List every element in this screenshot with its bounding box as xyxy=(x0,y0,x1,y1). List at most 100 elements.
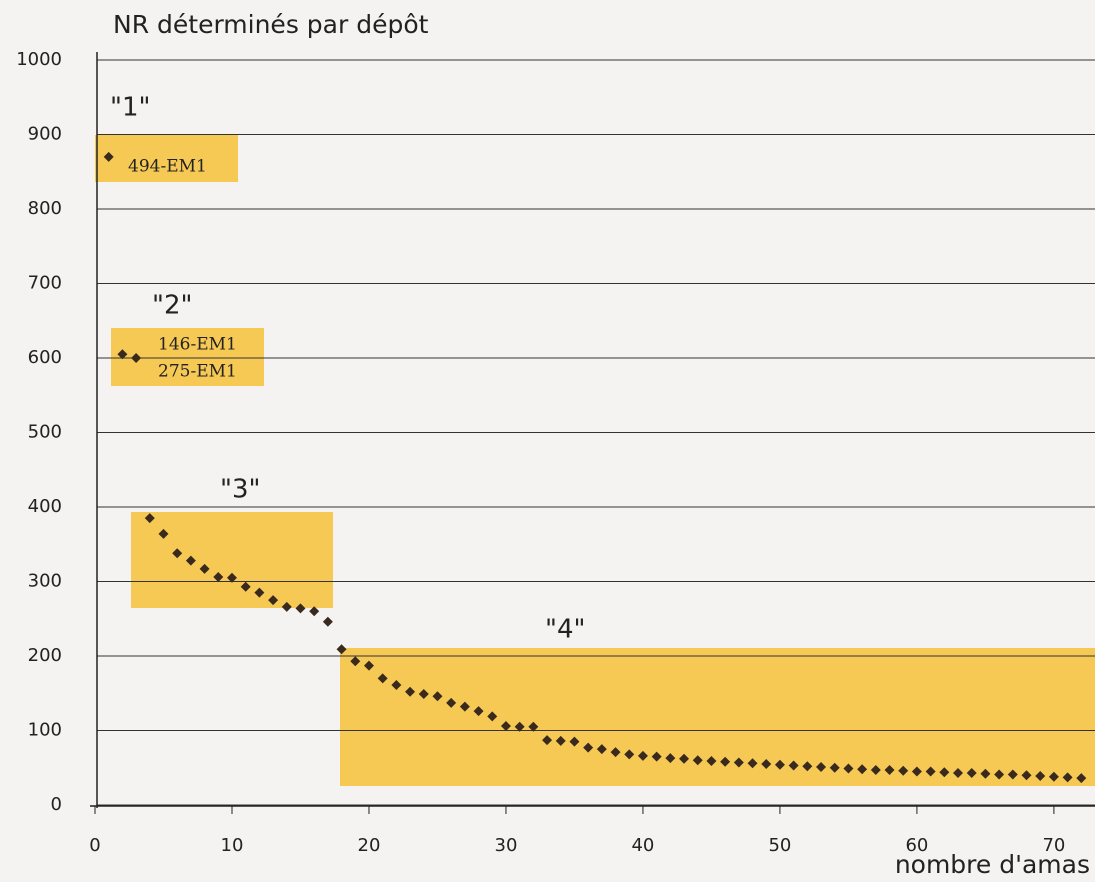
y-tick-label: 100 xyxy=(28,720,62,741)
group-label: "4" xyxy=(545,615,585,645)
point xyxy=(363,660,374,671)
point xyxy=(1062,772,1073,783)
point xyxy=(966,767,977,778)
point xyxy=(377,673,388,684)
point xyxy=(733,757,744,768)
point xyxy=(103,151,114,162)
point xyxy=(925,766,936,777)
point xyxy=(747,758,758,769)
y-tick-label: 800 xyxy=(28,198,62,219)
point xyxy=(802,761,813,772)
y-tick-label: 900 xyxy=(28,124,62,145)
point xyxy=(939,767,950,778)
point xyxy=(281,601,292,612)
point xyxy=(665,753,676,764)
point xyxy=(980,768,991,779)
point-label: 275-EM1 xyxy=(158,362,237,382)
point xyxy=(459,701,470,712)
y-tick-label: 300 xyxy=(28,571,62,592)
point xyxy=(911,766,922,777)
point xyxy=(555,735,566,746)
x-tick-label: 30 xyxy=(495,835,518,856)
x-tick-label: 20 xyxy=(358,835,381,856)
y-tick-label: 1000 xyxy=(16,49,62,70)
point xyxy=(172,548,183,559)
point xyxy=(884,764,895,775)
point xyxy=(514,721,525,732)
point xyxy=(596,744,607,755)
point xyxy=(624,749,635,760)
point xyxy=(1035,770,1046,781)
point xyxy=(1021,770,1032,781)
x-tick-label: 0 xyxy=(89,835,100,856)
point xyxy=(994,769,1005,780)
x-tick-label: 10 xyxy=(221,835,244,856)
y-tick-label: 200 xyxy=(28,645,62,666)
group-box xyxy=(95,135,238,182)
point xyxy=(213,572,224,583)
point xyxy=(898,765,909,776)
point xyxy=(1076,773,1087,784)
point xyxy=(857,764,868,775)
y-tick-label: 0 xyxy=(51,794,62,815)
point xyxy=(226,572,237,583)
point xyxy=(953,767,964,778)
point xyxy=(446,697,457,708)
x-tick-label: 50 xyxy=(768,835,791,856)
point-label: 146-EM1 xyxy=(158,335,237,355)
point xyxy=(706,756,717,767)
point xyxy=(295,603,306,614)
point xyxy=(610,747,621,758)
x-tick-label: 70 xyxy=(1042,835,1065,856)
point xyxy=(637,750,648,761)
point xyxy=(309,606,320,617)
point xyxy=(500,721,511,732)
x-tick-label: 60 xyxy=(905,835,928,856)
point xyxy=(816,762,827,773)
point xyxy=(774,759,785,770)
y-tick-label: 500 xyxy=(28,422,62,443)
point xyxy=(583,742,594,753)
point xyxy=(391,680,402,691)
point xyxy=(322,616,333,627)
y-axis-title: NR déterminés par dépôt xyxy=(113,10,429,39)
point xyxy=(117,349,128,360)
point xyxy=(761,759,772,770)
y-tick-label: 600 xyxy=(28,347,62,368)
point xyxy=(131,353,142,363)
point-label: 494-EM1 xyxy=(128,157,207,177)
point xyxy=(487,711,498,722)
point xyxy=(350,656,361,667)
point xyxy=(843,763,854,774)
point xyxy=(788,760,799,771)
point xyxy=(268,595,279,606)
point xyxy=(679,753,690,764)
point xyxy=(144,513,155,524)
group-label: "1" xyxy=(110,93,150,123)
point xyxy=(473,706,484,717)
point xyxy=(418,688,429,699)
y-tick-label: 700 xyxy=(28,273,62,294)
x-axis-title: nombre d'amas xyxy=(895,850,1090,879)
point xyxy=(405,686,416,697)
point xyxy=(528,721,539,732)
x-tick-label: 40 xyxy=(631,835,654,856)
point xyxy=(542,735,553,746)
point xyxy=(651,751,662,762)
point xyxy=(185,555,196,566)
y-tick-label: 400 xyxy=(28,496,62,517)
point xyxy=(336,644,347,655)
point xyxy=(870,764,881,775)
point xyxy=(692,755,703,766)
group-box xyxy=(340,648,1095,786)
group-label: "2" xyxy=(152,291,192,321)
point xyxy=(199,563,210,574)
group-box xyxy=(131,512,333,608)
point xyxy=(432,691,443,702)
point xyxy=(158,528,169,539)
point xyxy=(254,587,265,598)
point xyxy=(1007,769,1018,780)
group-label: "3" xyxy=(220,475,260,505)
highlight-boxes xyxy=(95,135,1095,786)
